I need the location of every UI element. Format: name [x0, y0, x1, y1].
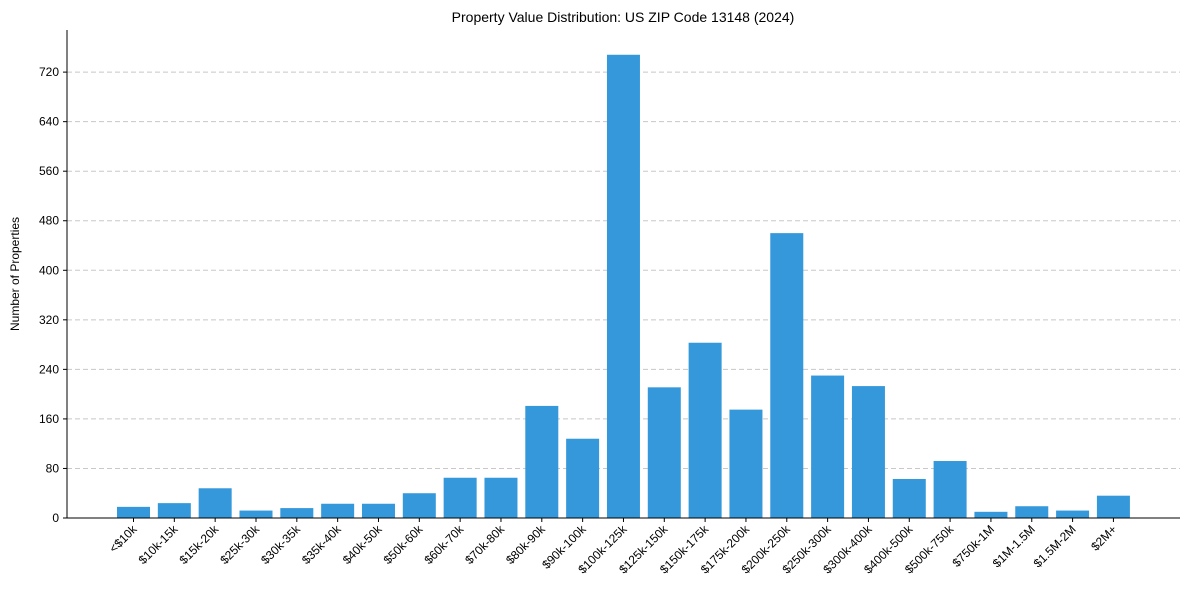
bar [933, 461, 967, 518]
x-tick-label: $1M-1.5M [990, 522, 1038, 570]
x-tick-label: $60k-70k [421, 522, 467, 568]
bar [198, 488, 232, 518]
bar [851, 386, 885, 518]
bar [239, 510, 273, 518]
bar [647, 387, 681, 518]
y-tick-label: 400 [39, 263, 59, 277]
bar [1015, 506, 1049, 518]
bar [280, 508, 314, 518]
bar [974, 511, 1008, 518]
x-ticks: <$10k$10k-15k$15k-20k$25k-30k$30k-35k$35… [106, 518, 1120, 576]
bar [770, 233, 804, 519]
y-tick-label: 640 [39, 115, 59, 129]
bar [1096, 495, 1130, 518]
x-tick-label: $35k-40k [299, 522, 345, 568]
bar [361, 503, 395, 518]
x-tick-label: <$10k [106, 522, 140, 556]
y-tick-label: 0 [52, 511, 59, 525]
y-tick-label: 80 [46, 461, 60, 475]
chart-title: Property Value Distribution: US ZIP Code… [452, 9, 795, 25]
y-tick-label: 720 [39, 65, 59, 79]
bar [688, 342, 722, 518]
bar [811, 375, 845, 518]
x-tick-label: $10k-15k [136, 522, 182, 568]
x-tick-label: $70k-80k [462, 522, 508, 568]
bar [402, 493, 436, 518]
y-tick-label: 480 [39, 214, 59, 228]
y-tick-label: 160 [39, 412, 59, 426]
bars [117, 54, 1130, 519]
x-tick-label: $30k-35k [258, 522, 304, 568]
bar [525, 405, 559, 518]
x-tick-label: $50k-60k [381, 522, 427, 568]
x-tick-label: $750k-1M [949, 522, 997, 570]
x-tick-label: $1.5M-2M [1031, 522, 1079, 570]
x-tick-label: $15k-20k [176, 522, 222, 568]
bar [729, 409, 763, 518]
y-tick-label: 320 [39, 313, 59, 327]
bar [1056, 510, 1090, 518]
bar [484, 477, 518, 518]
bar [157, 503, 191, 518]
bar [321, 503, 355, 518]
bar [606, 54, 640, 518]
bar [117, 506, 150, 518]
y-axis-label: Number of Properties [8, 217, 22, 331]
y-tick-label: 560 [39, 164, 59, 178]
x-tick-label: $40k-50k [340, 522, 386, 568]
bar [566, 438, 600, 518]
x-tick-label: $25k-30k [217, 522, 263, 568]
bar [443, 477, 477, 518]
y-tick-label: 240 [39, 362, 59, 376]
x-tick-label: $2M+ [1088, 522, 1119, 553]
y-ticks: 0 80 160 240 320 400 480 560 640 720 [39, 65, 67, 525]
bar [892, 478, 926, 518]
